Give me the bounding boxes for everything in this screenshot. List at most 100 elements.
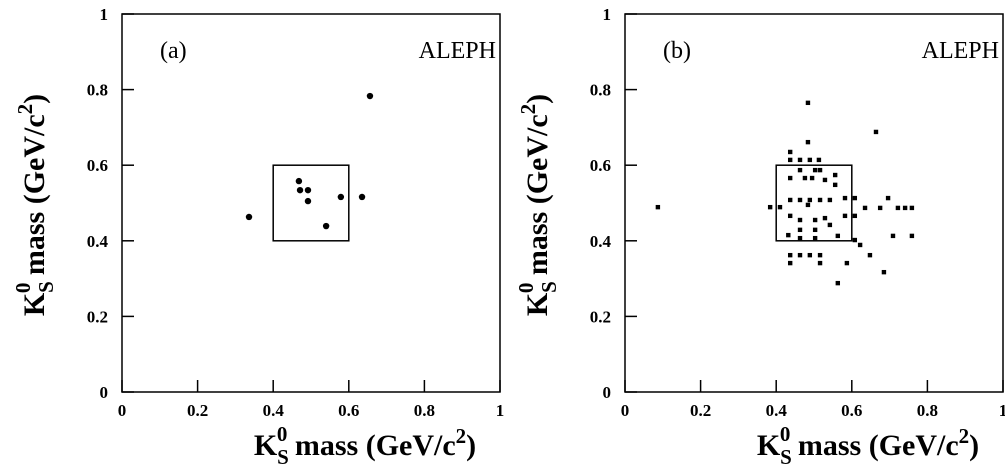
- data-point: [877, 205, 883, 211]
- x-tick-label: 0.6: [338, 401, 359, 420]
- axis-label-part: K: [254, 429, 278, 462]
- axis-label-part: 0: [11, 283, 35, 294]
- x-tick-label: 0.4: [766, 401, 788, 420]
- panel: 0 0.2 0.4 0.6 0.8 1 0 0.2 0.4 0.6 0.8 1 (a) ALEPH KS0 …: [11, 5, 504, 469]
- x-tick-label: 0: [118, 401, 127, 420]
- data-point: [873, 129, 879, 135]
- axis-label: KS0 mass (GeV/c2): [757, 422, 979, 469]
- data-point: [807, 197, 813, 203]
- data-point: [787, 157, 793, 163]
- x-tick-label: 0.4: [263, 401, 285, 420]
- data-point: [827, 222, 833, 228]
- y-tick-label: 0.2: [590, 307, 611, 326]
- y-tick-label: 0.6: [87, 156, 108, 175]
- axis-label-part: 2: [959, 424, 970, 448]
- y-tick-label: 0.8: [590, 81, 611, 100]
- data-point: [844, 260, 850, 266]
- data-point: [322, 222, 330, 230]
- data-point: [786, 232, 791, 238]
- data-point: [304, 186, 312, 194]
- data-point: [812, 167, 818, 173]
- y-tick-label: 0.4: [590, 232, 612, 251]
- data-point: [295, 177, 303, 185]
- data-point: [835, 233, 841, 239]
- data-point: [809, 175, 815, 181]
- data-point: [909, 205, 915, 211]
- data-point: [787, 175, 793, 181]
- data-point: [807, 252, 813, 258]
- data-point: [867, 252, 873, 258]
- axis-label: KS0 mass (GeV/c2): [11, 94, 58, 316]
- data-point: [787, 197, 793, 203]
- axis-label: KS0 mass (GeV/c2): [514, 94, 561, 316]
- x-tick-label: 1: [496, 401, 505, 420]
- data-point: [296, 186, 304, 194]
- axis-label-part: mass (GeV/c: [790, 429, 958, 462]
- axis-label-part: 0: [780, 422, 791, 446]
- y-tick-label: 1: [603, 5, 612, 24]
- y-tick-label: 0: [603, 383, 612, 402]
- data-point: [832, 182, 838, 188]
- data-point: [895, 205, 901, 211]
- data-point: [797, 217, 803, 223]
- axis-label-part: S: [780, 445, 792, 469]
- axis-label-part: K: [18, 292, 51, 316]
- y-tick-label: 0.6: [590, 156, 611, 175]
- data-point: [817, 197, 823, 203]
- y-tick-label: 0.8: [87, 81, 108, 100]
- data-point: [805, 139, 811, 145]
- axis-label-part: 0: [277, 422, 288, 446]
- axis-label-part: S: [34, 281, 58, 293]
- data-point: [885, 195, 891, 201]
- data-point: [832, 172, 838, 178]
- data-point: [797, 227, 803, 233]
- data-point: [812, 235, 818, 241]
- axis-label-part: ): [466, 429, 476, 462]
- data-point: [862, 205, 868, 211]
- x-tick-label: 0.8: [414, 401, 435, 420]
- data-point: [817, 167, 823, 173]
- data-point: [797, 252, 803, 258]
- axis-label-part: 2: [13, 104, 37, 115]
- panel-label: (b): [663, 38, 691, 64]
- data-point: [842, 213, 848, 219]
- x-tick-label: 1: [999, 401, 1005, 420]
- data-point: [881, 269, 887, 275]
- data-point: [787, 260, 793, 266]
- axis-label-part: K: [757, 429, 781, 462]
- x-tick-label: 0: [621, 401, 630, 420]
- data-point: [902, 205, 908, 211]
- data-point: [797, 235, 803, 241]
- data-point: [817, 252, 823, 258]
- axis-label-part: 2: [516, 104, 540, 115]
- axis-label-part: mass (GeV/c: [18, 114, 51, 282]
- experiment-label: ALEPH: [922, 38, 999, 64]
- x-tick-label: 0.2: [690, 401, 711, 420]
- y-tick-label: 0.2: [87, 307, 108, 326]
- axis-label-part: 2: [456, 424, 467, 448]
- axis-label: KS0 mass (GeV/c2): [254, 422, 476, 469]
- plot-frame: [121, 13, 501, 393]
- data-point: [805, 100, 811, 106]
- y-tick-label: 0: [100, 383, 109, 402]
- data-point: [822, 177, 828, 183]
- data-point: [827, 197, 833, 203]
- data-point: [812, 217, 818, 223]
- data-point: [852, 213, 858, 219]
- axis-label-part: mass (GeV/c: [521, 114, 554, 282]
- signal-box: [272, 164, 350, 242]
- data-point: [787, 149, 793, 155]
- data-point: [816, 157, 822, 163]
- data-point: [366, 92, 374, 100]
- data-point: [767, 204, 773, 210]
- experiment-label: ALEPH: [419, 38, 496, 64]
- data-point: [358, 193, 366, 201]
- data-point: [655, 204, 661, 210]
- panel-label: (a): [160, 38, 187, 64]
- data-point: [797, 167, 803, 173]
- data-point: [245, 213, 253, 221]
- data-point: [890, 233, 896, 239]
- panel: 0 0.2 0.4 0.6 0.8 1 0 0.2 0.4 0.6 0.8 1 (b) ALEPH KS0 …: [514, 5, 1005, 469]
- data-point: [787, 213, 793, 219]
